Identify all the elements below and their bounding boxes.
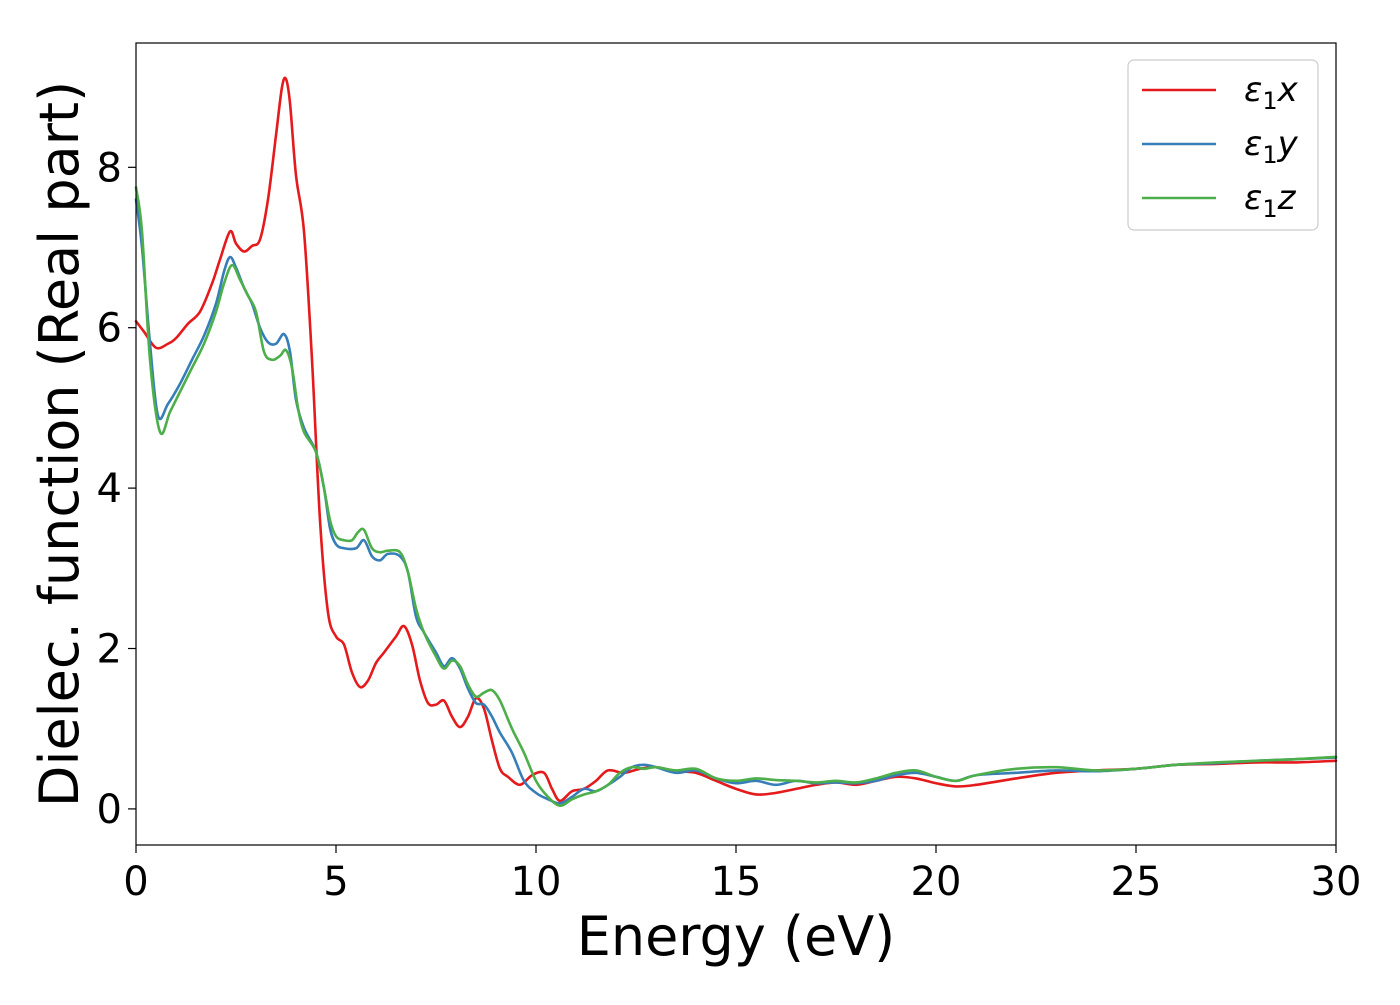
- series-line-z: [134, 186, 1338, 807]
- x-tick-label: 30: [1311, 859, 1362, 905]
- y-tick-label: 2: [97, 627, 122, 673]
- x-tick-label: 20: [911, 859, 962, 905]
- y-axis-ticks: 0 2 4 6 8: [97, 145, 136, 833]
- y-tick-label: 8: [97, 145, 122, 191]
- legend-frame: [1127, 59, 1319, 231]
- legend-label-y: ε1y: [1244, 124, 1299, 169]
- x-tick-label: 5: [323, 859, 348, 905]
- legend: ε1x ε1y ε1z: [1127, 59, 1319, 231]
- x-tick-label: 25: [1111, 859, 1162, 905]
- x-tick-label: 15: [711, 859, 762, 905]
- series-layer: [134, 76, 1338, 807]
- y-tick-label: 6: [97, 306, 122, 352]
- x-tick-label: 0: [123, 859, 148, 905]
- y-tick-label: 4: [97, 466, 122, 512]
- x-tick-label: 10: [511, 859, 562, 905]
- y-axis-label: Dielec. function (Real part): [28, 81, 91, 807]
- x-axis-label: Energy (eV): [577, 905, 896, 968]
- y-tick-label: 0: [97, 787, 122, 833]
- x-axis-ticks: 0 5 10 15 20 25 30: [123, 845, 1361, 905]
- legend-label-z: ε1z: [1244, 178, 1297, 223]
- legend-label-x: ε1x: [1244, 70, 1299, 115]
